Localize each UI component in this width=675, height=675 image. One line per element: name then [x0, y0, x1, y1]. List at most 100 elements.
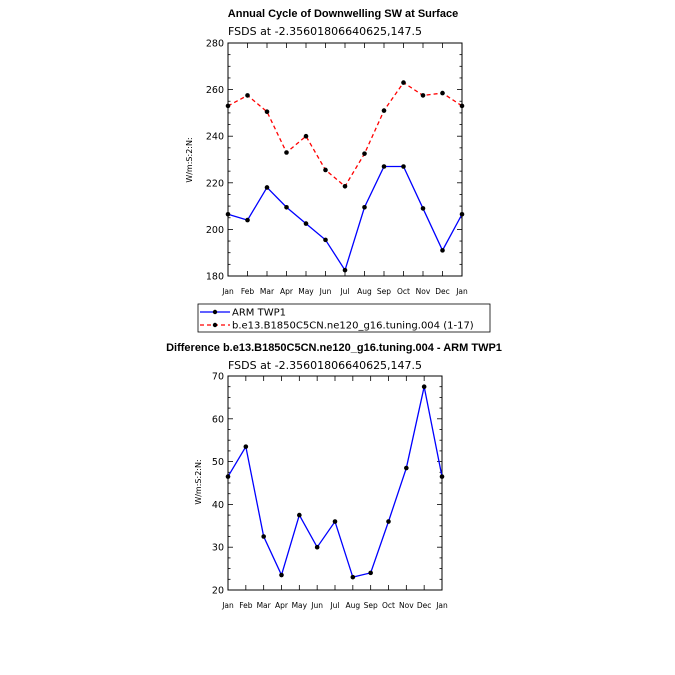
x-tick-label: Mar	[257, 601, 272, 610]
plot-frame	[227, 375, 443, 591]
axes: 20 30 40 50 60 70 Jan Feb Mar Apr May Jun Jul Aug Sep O…	[212, 372, 448, 611]
data-point	[225, 103, 231, 109]
x-tick-label: Jan	[221, 287, 234, 296]
data-point	[243, 444, 249, 449]
y-tick-label: 20	[212, 586, 224, 597]
data-point	[342, 183, 348, 189]
x-tick-label: Feb	[241, 287, 255, 296]
series-line-0	[227, 165, 463, 272]
data-point	[323, 167, 328, 173]
data-point	[362, 204, 367, 210]
data-point	[459, 211, 465, 217]
y-tick-label: 180	[206, 272, 224, 283]
legend: ARM TWP1 b.e13.B1850C5CN.ne120_g16.tunin…	[197, 303, 491, 333]
data-point	[440, 90, 445, 96]
x-tick-label: Apr	[275, 601, 289, 610]
data-point	[401, 164, 406, 169]
data-point	[332, 519, 338, 524]
legend-box	[197, 303, 491, 333]
x-tick-label: May	[298, 287, 314, 296]
data-point	[459, 103, 465, 109]
y-tick-label: 280	[206, 39, 224, 50]
x-tick-label: Oct	[397, 287, 410, 296]
data-point	[261, 534, 266, 539]
x-tick-label: Nov	[399, 601, 414, 610]
x-tick-label: Jul	[339, 287, 349, 296]
y-tick-label: 50	[212, 457, 224, 468]
x-tick-label: Feb	[239, 601, 253, 610]
axes: 180 200 220 240 260 280 Jan Feb Mar Apr May Jun Jul A…	[206, 39, 468, 297]
chart-title: Difference b.e13.B1850C5CN.ne120_g16.tun…	[166, 342, 502, 354]
chart-title: Annual Cycle of Downwelling SW at Surfac…	[228, 8, 458, 20]
data-point	[225, 474, 231, 479]
y-tick-label: 60	[212, 414, 224, 425]
data-point	[245, 217, 250, 223]
data-point	[323, 237, 328, 243]
data-point	[245, 93, 250, 98]
data-point	[439, 474, 445, 479]
data-point	[284, 150, 289, 155]
data-point	[264, 185, 270, 190]
x-tick-label: Apr	[280, 287, 294, 296]
annual-cycle-chart: Annual Cycle of Downwelling SW at Surfac…	[185, 8, 491, 333]
data-point	[404, 465, 409, 471]
data-point	[420, 93, 426, 98]
x-tick-label: Aug	[357, 287, 372, 296]
data-point	[381, 108, 387, 113]
x-tick-label: Nov	[416, 287, 431, 296]
data-point	[297, 512, 302, 518]
series-line-1	[227, 81, 463, 188]
y-tick-label: 220	[206, 178, 224, 189]
y-axis-label: W/m:S:2:N:	[185, 137, 194, 182]
y-tick-label: 70	[212, 372, 224, 383]
y-tick-label: 260	[206, 85, 224, 96]
data-point	[350, 574, 356, 580]
series-group	[225, 80, 465, 273]
y-tick-label: 40	[212, 500, 224, 511]
data-point	[342, 267, 348, 273]
x-tick-label: Dec	[417, 601, 432, 610]
data-point	[264, 109, 270, 115]
data-point	[401, 80, 406, 85]
data-point	[421, 384, 427, 390]
legend-marker-arm	[212, 309, 218, 315]
x-tick-label: Mar	[260, 287, 275, 296]
legend-label-arm: ARM TWP1	[232, 308, 286, 319]
data-point	[381, 164, 387, 169]
data-point	[386, 519, 391, 524]
data-point	[362, 151, 367, 156]
legend-marker-model	[212, 322, 218, 328]
data-point	[440, 248, 445, 253]
plot-frame	[227, 42, 463, 277]
data-point	[284, 204, 289, 210]
x-tick-label: Sep	[364, 601, 378, 610]
x-tick-label: Aug	[346, 601, 361, 610]
series-line-0	[227, 386, 443, 578]
y-tick-label: 30	[212, 543, 224, 554]
x-tick-label: Jul	[329, 601, 339, 610]
x-tick-label: Sep	[377, 287, 391, 296]
series-group	[225, 384, 445, 580]
difference-chart: Difference b.e13.B1850C5CN.ne120_g16.tun…	[166, 342, 502, 610]
x-tick-label: Oct	[382, 601, 395, 610]
x-tick-label: Jan	[455, 287, 468, 296]
chart-subtitle: FSDS at -2.35601806640625,147.5	[228, 359, 422, 372]
data-point	[420, 206, 426, 211]
x-tick-label: Jan	[435, 601, 448, 610]
x-tick-label: Jan	[221, 601, 234, 610]
data-point	[303, 133, 309, 139]
data-point	[225, 211, 231, 217]
chart-subtitle: FSDS at -2.35601806640625,147.5	[228, 25, 422, 38]
x-tick-label: May	[292, 601, 308, 610]
x-tick-label: Jun	[319, 287, 332, 296]
x-tick-label: Dec	[435, 287, 450, 296]
y-tick-label: 240	[206, 132, 224, 143]
y-tick-label: 200	[206, 225, 224, 236]
data-point	[368, 570, 373, 576]
legend-label-model: b.e13.B1850C5CN.ne120_g16.tuning.004 (1-…	[232, 321, 474, 332]
data-point	[303, 221, 309, 226]
x-tick-label: Jun	[310, 601, 323, 610]
y-axis-label: W/m:S:2:N:	[194, 459, 203, 504]
data-point	[314, 544, 320, 550]
